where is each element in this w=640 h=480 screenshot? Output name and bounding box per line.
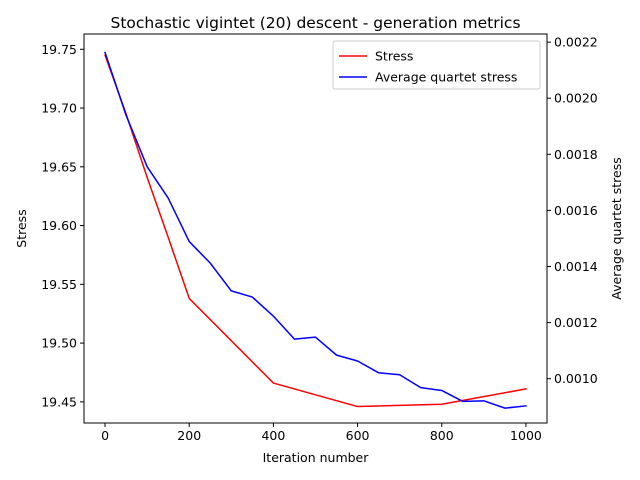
series-line-average-quartet-stress bbox=[104, 51, 527, 409]
x-tick-label: 1000 bbox=[510, 428, 542, 443]
y2-tick-label: 0.0020 bbox=[554, 91, 598, 106]
y-axis-label: Stress bbox=[14, 209, 29, 247]
y-axis-right: 0.0010 0.0012 0.0014 0.0016 0.0018 0.0020 0.00… bbox=[547, 35, 598, 386]
plot-frame bbox=[83, 33, 548, 424]
y2-tick-label: 0.0014 bbox=[554, 259, 598, 274]
x-tick-label: 400 bbox=[261, 428, 285, 443]
y-tick-label: 19.45 bbox=[41, 394, 77, 409]
y-tick-label: 19.60 bbox=[41, 218, 77, 233]
legend: Stress Average quartet stress bbox=[332, 40, 541, 90]
series-line-stress bbox=[104, 54, 527, 408]
x-tick-label: 800 bbox=[430, 428, 454, 443]
x-tick-label: 0 bbox=[101, 428, 109, 443]
x-tick-label: 600 bbox=[346, 428, 370, 443]
y-tick-label: 19.55 bbox=[41, 277, 77, 292]
y-tick-label: 19.70 bbox=[41, 101, 77, 116]
legend-label-stress: Stress bbox=[375, 49, 413, 64]
y2-axis-label: Average quartet stress bbox=[609, 157, 624, 299]
x-axis: 0 200 400 600 800 1000 bbox=[101, 423, 542, 443]
series-layer bbox=[104, 51, 527, 409]
x-tick-label: 200 bbox=[177, 428, 201, 443]
y2-tick-label: 0.0016 bbox=[554, 203, 598, 218]
y-tick-label: 19.50 bbox=[41, 336, 77, 351]
y-tick-label: 19.75 bbox=[41, 42, 77, 57]
y2-tick-label: 0.0012 bbox=[554, 315, 598, 330]
y2-tick-label: 0.0010 bbox=[554, 371, 598, 386]
y2-tick-label: 0.0018 bbox=[554, 147, 598, 162]
y-axis-left: 19.45 19.50 19.55 19.60 19.65 19.70 19.75 bbox=[41, 42, 84, 409]
y-tick-label: 19.65 bbox=[41, 159, 77, 174]
legend-label-average-quartet-stress: Average quartet stress bbox=[375, 70, 517, 85]
legend-box bbox=[332, 40, 541, 90]
y2-tick-label: 0.0022 bbox=[554, 35, 598, 50]
chart-title: Stochastic vigintet (20) descent - gener… bbox=[110, 14, 520, 32]
plot-area bbox=[84, 34, 547, 423]
x-axis-label: Iteration number bbox=[263, 450, 370, 465]
